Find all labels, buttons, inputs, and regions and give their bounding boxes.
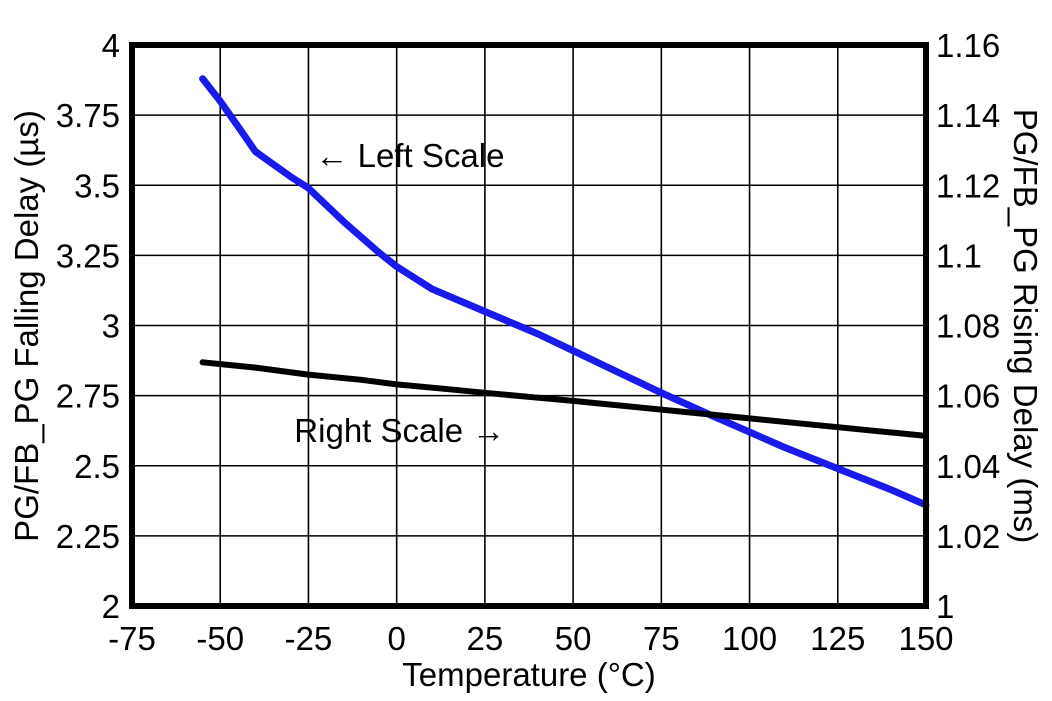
x-tick-label: 25 bbox=[467, 620, 504, 657]
right-tick-label: 1.02 bbox=[936, 518, 1000, 555]
right-tick-label: 1.16 bbox=[936, 27, 1000, 64]
right-tick-labels: 1.16 1.14 1.12 1.1 1.08 1.06 1.04 1.02 1 bbox=[936, 27, 1000, 625]
right-tick-label: 1.04 bbox=[936, 448, 1000, 485]
data-curves bbox=[199, 75, 930, 509]
x-tick-label: 100 bbox=[722, 620, 777, 657]
gridlines bbox=[131, 44, 927, 607]
x-axis-title: Temperature (°C) bbox=[402, 656, 655, 693]
right-tick-label: 1 bbox=[936, 588, 954, 625]
right-tick-label: 1.08 bbox=[936, 308, 1000, 345]
x-tick-label: 125 bbox=[810, 620, 865, 657]
left-scale-annotation: ← Left Scale bbox=[316, 137, 505, 174]
plot-border bbox=[129, 42, 929, 609]
left-tick-label: 4 bbox=[102, 27, 120, 64]
left-tick-label: 3.25 bbox=[56, 237, 120, 274]
x-tick-label: -75 bbox=[108, 620, 156, 657]
left-tick-label: 3.75 bbox=[56, 97, 120, 134]
series-line-left-scale bbox=[199, 75, 930, 509]
left-tick-label: 3.5 bbox=[74, 167, 120, 204]
right-tick-label: 1.12 bbox=[936, 167, 1000, 204]
x-tick-labels: -75 -50 -25 0 25 50 75 100 125 150 bbox=[108, 620, 953, 657]
x-tick-label: -50 bbox=[196, 620, 244, 657]
left-tick-label: 2.5 bbox=[74, 448, 120, 485]
right-tick-label: 1.06 bbox=[936, 378, 1000, 415]
left-tick-labels: 4 3.75 3.5 3.25 3 2.75 2.5 2.25 2 bbox=[56, 27, 120, 625]
left-tick-label: 2.25 bbox=[56, 518, 120, 555]
x-tick-label: 0 bbox=[387, 620, 405, 657]
left-tick-label: 2.75 bbox=[56, 378, 120, 415]
x-tick-label: 75 bbox=[643, 620, 680, 657]
right-axis-title: PG/FB_PG Rising Delay (ms) bbox=[1007, 109, 1044, 544]
right-tick-label: 1.14 bbox=[936, 97, 1000, 134]
left-axis-title: PG/FB_PG Falling Delay (µs) bbox=[8, 110, 45, 542]
left-tick-label: 3 bbox=[102, 308, 120, 345]
x-tick-label: 50 bbox=[555, 620, 592, 657]
right-tick-label: 1.1 bbox=[936, 237, 982, 274]
series-line-right-scale bbox=[199, 359, 929, 439]
left-tick-label: 2 bbox=[102, 588, 120, 625]
x-tick-label: 150 bbox=[898, 620, 953, 657]
x-tick-label: -25 bbox=[285, 620, 333, 657]
right-scale-annotation: Right Scale → bbox=[294, 412, 505, 449]
